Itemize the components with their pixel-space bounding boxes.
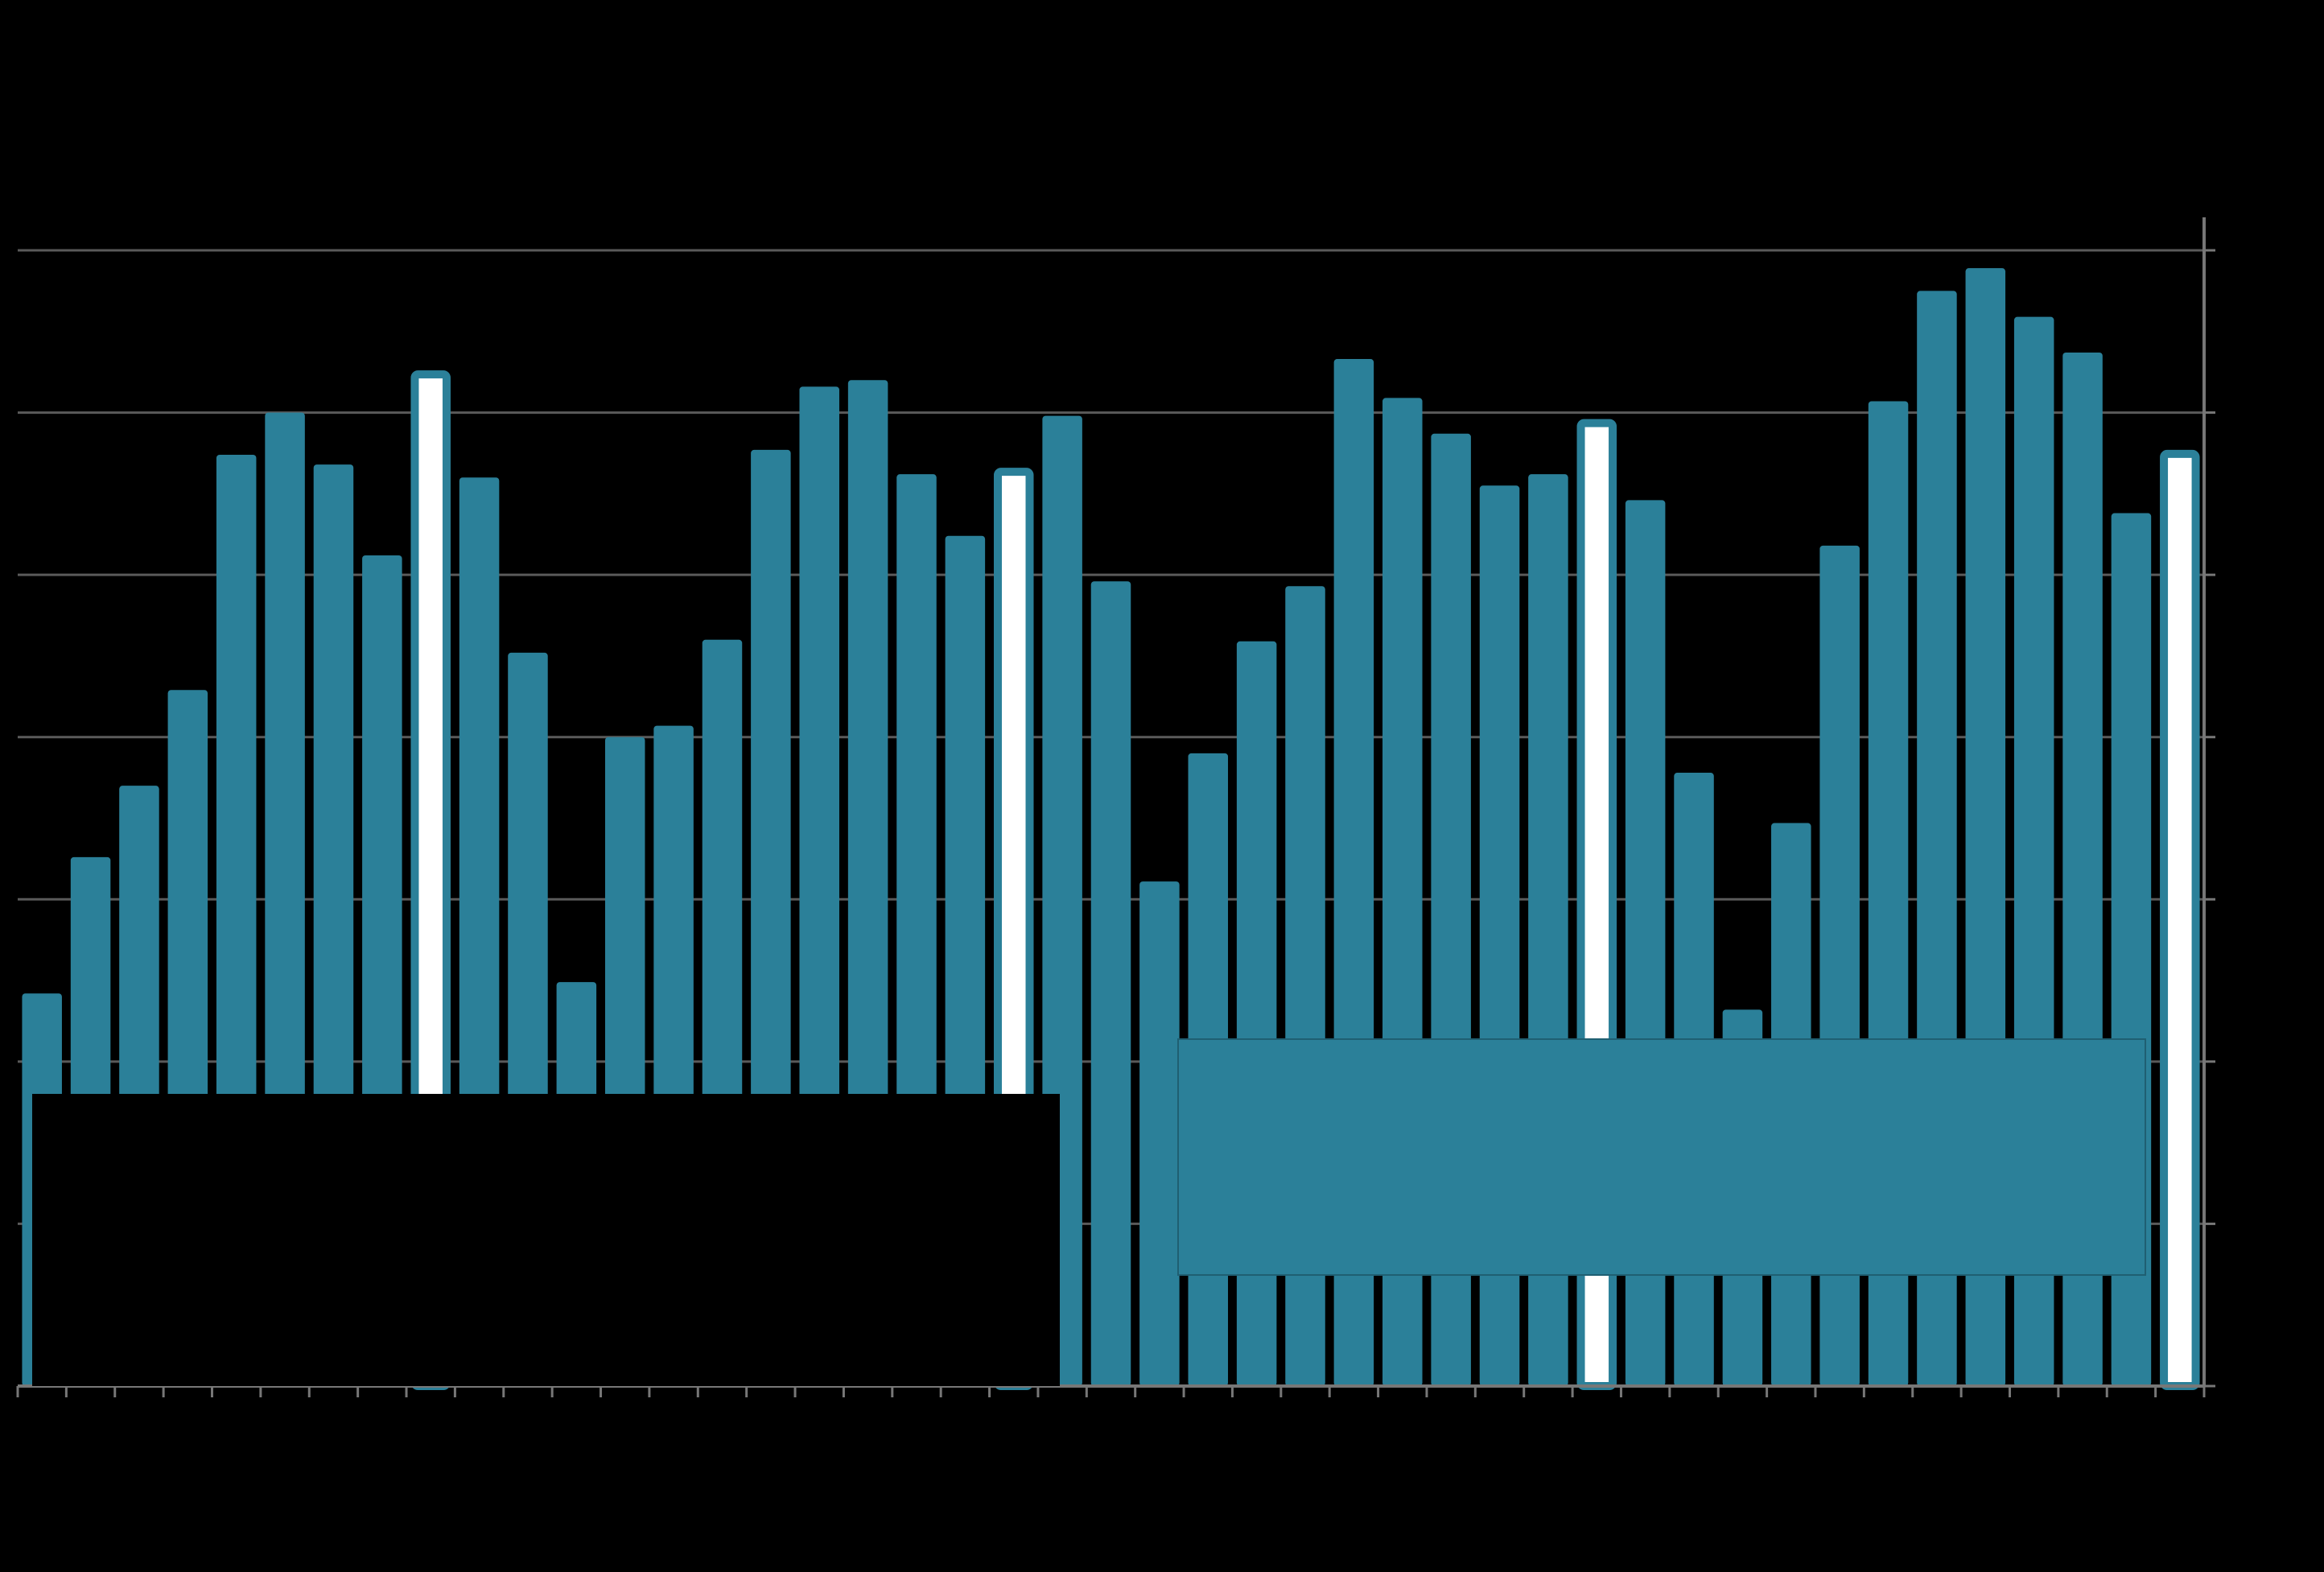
bar — [1090, 581, 1131, 1386]
legend-box — [32, 1094, 1060, 1386]
bar — [2160, 449, 2200, 1390]
annotation-box — [1177, 1038, 2146, 1276]
bar — [1139, 881, 1180, 1386]
